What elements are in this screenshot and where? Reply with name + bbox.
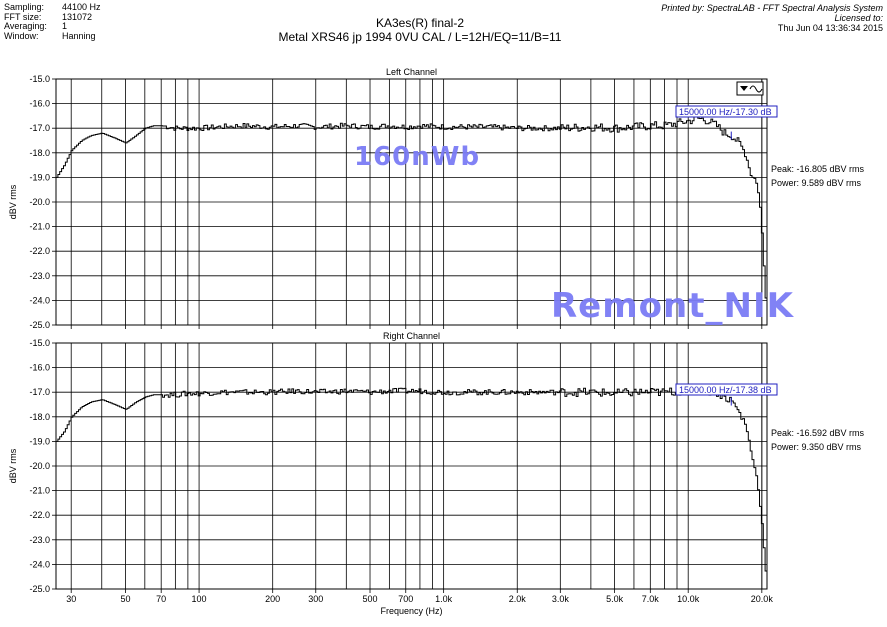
cursor-readout-box — [675, 383, 778, 396]
y-tick-label: -16.0 — [29, 99, 50, 109]
cursor-readout-box — [675, 105, 778, 118]
x-tick-label: 7.0k — [642, 594, 660, 604]
y-axis-label: dBV rms — [8, 184, 18, 219]
watermark-upper: 160nWb — [354, 142, 481, 172]
y-tick-label: -18.0 — [29, 148, 50, 158]
power-readout: Power: 9.589 dBV rms — [771, 178, 862, 188]
waveform-icon — [749, 85, 763, 93]
y-tick-label: -23.0 — [29, 271, 50, 281]
x-tick-label: 10.0k — [677, 594, 700, 604]
info-value: 1 — [62, 21, 68, 31]
y-axis-label: dBV rms — [8, 448, 18, 483]
x-tick-label: 1.0k — [435, 594, 453, 604]
channel-title: Left Channel — [386, 67, 437, 77]
info-key: Window: — [4, 30, 39, 41]
y-tick-label: -23.0 — [29, 535, 50, 545]
watermark-lower: Remont_NIK — [551, 286, 794, 326]
y-tick-label: -24.0 — [29, 559, 50, 569]
info-sampling: Sampling: 44100 Hz — [4, 2, 101, 13]
report-title: KA3es(R) final-2 Metal XRS46 jp 1994 0VU… — [200, 16, 640, 44]
dropdown-arrow-icon — [740, 86, 748, 91]
print-info: Printed by: SpectraLAB - FFT Spectral An… — [661, 3, 883, 33]
x-tick-label: 300 — [308, 594, 323, 604]
info-fft-size: FFT size: 131072 — [4, 11, 101, 23]
title-line-1: KA3es(R) final-2 — [375, 16, 465, 30]
y-tick-label: -25.0 — [29, 584, 50, 594]
x-tick-label: 700 — [398, 594, 413, 604]
y-tick-label: -16.0 — [29, 363, 50, 373]
y-tick-label: -17.0 — [29, 387, 50, 397]
info-window: Window: Hanning — [4, 30, 101, 42]
info-value: Hanning — [62, 30, 96, 41]
info-key: Sampling: — [4, 2, 45, 12]
x-tick-label: 30 — [66, 594, 76, 604]
y-tick-label: -15.0 — [29, 74, 50, 84]
y-tick-label: -20.0 — [29, 197, 50, 207]
x-tick-label: 500 — [363, 594, 378, 604]
print-date: Thu Jun 04 13:36:34 2015 — [777, 23, 883, 33]
x-axis-label: Frequency (Hz) — [380, 606, 442, 616]
cursor-readout: 15000.00 Hz/-17.38 dB — [679, 385, 772, 395]
peak-readout: Peak: -16.592 dBV rms — [771, 428, 865, 438]
y-tick-label: -17.0 — [29, 123, 50, 133]
y-tick-label: -24.0 — [29, 295, 50, 305]
y-tick-label: -20.0 — [29, 461, 50, 471]
info-key: Averaging: — [4, 21, 47, 31]
info-value: 131072 — [62, 11, 93, 22]
cursor-readout: 15000.00 Hz/-17.30 dB — [679, 107, 772, 117]
channel-title: Right Channel — [383, 331, 440, 341]
y-tick-label: -21.0 — [29, 222, 50, 232]
y-tick-label: -19.0 — [29, 436, 50, 446]
x-tick-label: 200 — [265, 594, 280, 604]
y-tick-label: -18.0 — [29, 412, 50, 422]
printed-by: Printed by: SpectraLAB - FFT Spectral An… — [661, 3, 883, 13]
x-tick-label: 100 — [192, 594, 207, 604]
info-value: 44100 Hz — [62, 2, 101, 12]
x-tick-label: 50 — [120, 594, 130, 604]
power-readout: Power: 9.350 dBV rms — [771, 442, 862, 452]
title-line-2: Metal XRS46 jp 1994 0VU CAL / L=12H/EQ=1… — [278, 30, 562, 44]
x-tick-label: 20.0k — [751, 594, 774, 604]
peak-readout: Peak: -16.805 dBV rms — [771, 164, 865, 174]
x-tick-label: 2.0k — [509, 594, 527, 604]
y-tick-label: -22.0 — [29, 510, 50, 520]
info-averaging: Averaging: 1 — [4, 21, 101, 32]
x-tick-label: 3.0k — [552, 594, 570, 604]
licensed-to: Licensed to: — [834, 13, 883, 23]
spectrum-trace — [56, 386, 768, 589]
info-key: FFT size: — [4, 11, 42, 22]
y-tick-label: -25.0 — [29, 320, 50, 330]
y-tick-label: -21.0 — [29, 486, 50, 496]
spectrum-trace — [56, 116, 768, 325]
measurement-info: Sampling: 44100 Hz FFT size: 131072 Aver… — [4, 2, 101, 42]
y-tick-label: -22.0 — [29, 246, 50, 256]
y-tick-label: -19.0 — [29, 172, 50, 182]
x-tick-label: 5.0k — [606, 594, 624, 604]
x-tick-label: 70 — [156, 594, 166, 604]
y-tick-label: -15.0 — [29, 338, 50, 348]
